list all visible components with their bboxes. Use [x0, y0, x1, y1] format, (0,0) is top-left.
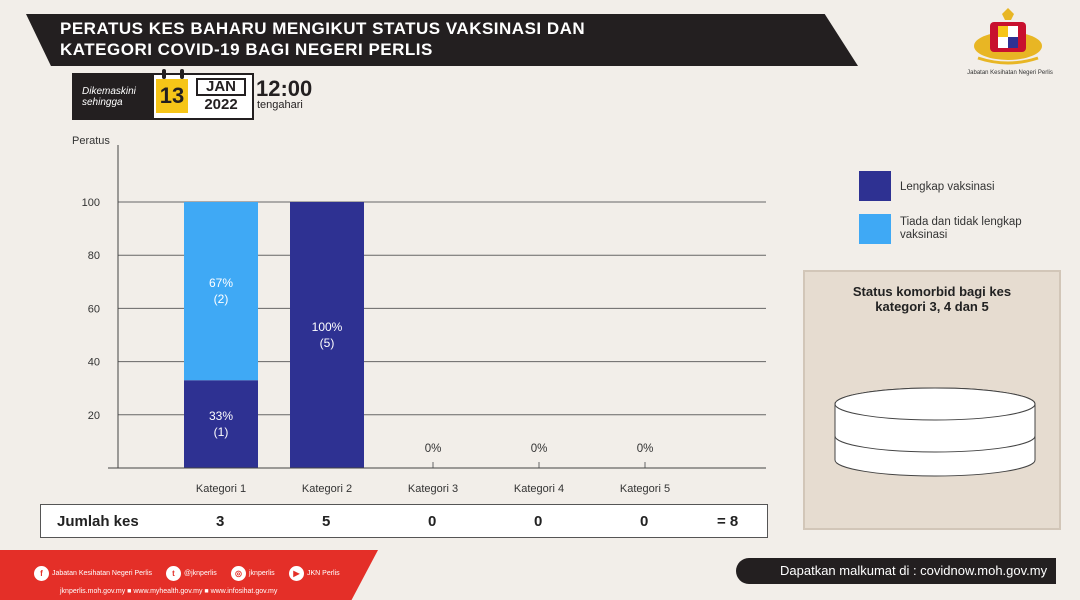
y-tick-label: 80 [88, 250, 100, 262]
data-label: 33% [209, 409, 233, 423]
department-name: Jabatan Kesihatan Negeri Perlis [967, 70, 1053, 76]
updated-date-box: Dikemaskini sehingga 13 JAN 2022 [72, 69, 254, 120]
data-label-count: (5) [320, 336, 335, 350]
x-tick-label: Kategori 3 [408, 483, 458, 495]
data-label: 67% [209, 276, 233, 290]
page-title: PERATUS KES BAHARU MENGIKUT STATUS VAKSI… [60, 19, 586, 59]
bar-full [290, 202, 364, 468]
comorbid-title: Status komorbid bagi kes kategori 3, 4 d… [852, 284, 1012, 314]
twitter-label: @jknperlis [184, 570, 217, 577]
totals-row: Jumlah kes 3 5 0 0 0 = 8 [40, 504, 768, 538]
calendar-ring-icon [162, 69, 166, 79]
footer-social-bar [0, 550, 378, 600]
y-tick-label: 40 [88, 357, 100, 369]
data-label-zero: 0% [637, 443, 654, 455]
footer-facebook[interactable]: f Jabatan Kesihatan Negeri Perlis [34, 566, 152, 581]
updated-time-period: tengahari [257, 99, 303, 111]
info-link-bar[interactable]: Dapatkan malkumat di : covidnow.moh.gov.… [736, 558, 1056, 584]
empty-pie-icon [834, 387, 1036, 477]
y-tick-label: 100 [82, 197, 100, 209]
legend-label-full: Lengkap vaksinasi [900, 181, 995, 193]
updated-label: Dikemaskini sehingga [74, 75, 154, 118]
instagram-label: jknperlis [249, 570, 275, 577]
totals-label: Jumlah kes [57, 513, 139, 530]
youtube-icon: ▶ [289, 566, 304, 581]
calendar-ring-icon [180, 69, 184, 79]
total-kategori-1: 3 [216, 513, 225, 530]
total-kategori-4: 0 [534, 513, 543, 530]
data-label-count: (2) [214, 292, 229, 306]
bar-partial [184, 202, 258, 381]
bar-full [184, 380, 258, 468]
total-sum: = 8 [717, 513, 739, 530]
data-label: 100% [312, 320, 343, 334]
instagram-icon: ◎ [231, 566, 246, 581]
facebook-label: Jabatan Kesihatan Negeri Perlis [52, 570, 153, 577]
x-tick-label: Kategori 1 [196, 483, 246, 495]
comorbid-panel: Status komorbid bagi kes kategori 3, 4 d… [803, 270, 1061, 530]
updated-day: 13 [156, 79, 188, 113]
x-tick-label: Kategori 2 [302, 483, 352, 495]
y-axis-label: Peratus [72, 135, 110, 147]
y-tick-label: 60 [88, 303, 100, 315]
y-tick-label: 20 [88, 410, 100, 422]
legend-swatch-full [859, 171, 891, 201]
updated-year: 2022 [204, 96, 238, 113]
title-banner [26, 14, 858, 66]
total-kategori-2: 5 [322, 513, 331, 530]
legend-swatch-partial [859, 214, 891, 244]
total-kategori-5: 0 [640, 513, 649, 530]
updated-month-year: JAN 2022 [196, 78, 246, 113]
x-tick-label: Kategori 5 [620, 483, 670, 495]
total-kategori-3: 0 [428, 513, 437, 530]
facebook-icon: f [34, 566, 49, 581]
footer-youtube[interactable]: ▶ JKN Perlis [289, 566, 340, 581]
data-label-count: (1) [214, 425, 229, 439]
footer-websites[interactable]: jknperlis.moh.gov.my ■ www.myhealth.gov.… [60, 588, 278, 595]
legend-label-partial: Tiada dan tidak lengkap vaksinasi [900, 216, 1022, 241]
data-label-zero: 0% [425, 443, 442, 455]
x-tick-label: Kategori 4 [514, 483, 564, 495]
youtube-label: JKN Perlis [307, 570, 340, 577]
stacked-bar-chart: Peratus 20 40 60 80 100 33% (1) 67% (2) Kategori… [72, 135, 766, 495]
footer-instagram[interactable]: ◎ jknperlis [231, 566, 275, 581]
updated-time: 12:00 [256, 76, 313, 101]
coat-of-arms-logo [974, 8, 1042, 65]
data-label-zero: 0% [531, 443, 548, 455]
updated-month: JAN [196, 78, 246, 96]
twitter-icon: t [166, 566, 181, 581]
footer-twitter[interactable]: t @jknperlis [166, 566, 217, 581]
